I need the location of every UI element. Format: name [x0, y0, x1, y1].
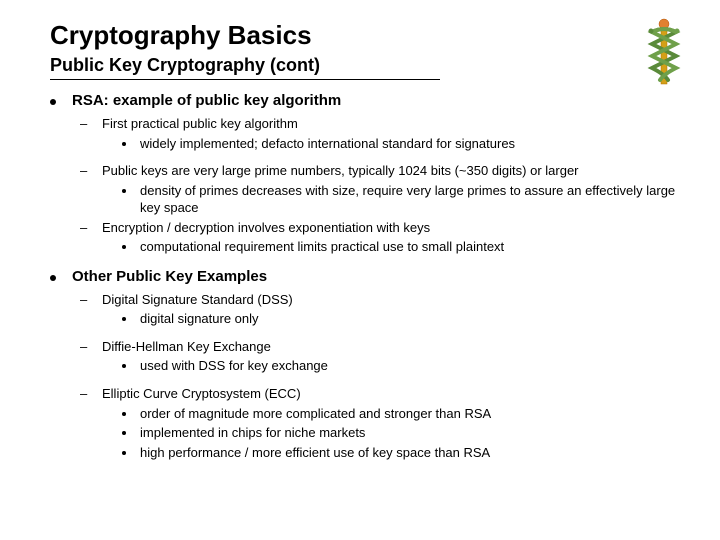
section-heading-text: Other Public Key Examples	[72, 268, 267, 285]
spacer	[50, 330, 690, 338]
list-item-text: order of magnitude more complicated and …	[140, 405, 491, 423]
bullet-disc-icon	[50, 99, 56, 105]
bullet-disc-small-icon	[122, 412, 126, 416]
list-item-level2: widely implemented; defacto internationa…	[122, 135, 690, 153]
list-item-text: computational requirement limits practic…	[140, 238, 504, 256]
list-item-level1: –Diffie-Hellman Key Exchange	[80, 338, 690, 356]
list-item-text: Encryption / decryption involves exponen…	[102, 219, 430, 237]
dash-icon: –	[80, 219, 90, 237]
slide-body: RSA: example of public key algorithm–Fir…	[50, 92, 690, 461]
list-item-level2: used with DSS for key exchange	[122, 357, 690, 375]
list-item-text: widely implemented; defacto internationa…	[140, 135, 515, 153]
list-item-text: used with DSS for key exchange	[140, 357, 328, 375]
caduceus-icon	[638, 18, 690, 90]
dash-icon: –	[80, 338, 90, 356]
bullet-disc-icon	[50, 275, 56, 281]
list-item-text: density of primes decreases with size, r…	[140, 182, 690, 217]
list-item-text: Digital Signature Standard (DSS)	[102, 291, 293, 309]
list-item-level1: –First practical public key algorithm	[80, 115, 690, 133]
list-item-text: implemented in chips for niche markets	[140, 424, 365, 442]
list-item-text: high performance / more efficient use of…	[140, 444, 490, 462]
spacer	[50, 377, 690, 385]
list-item-level2: high performance / more efficient use of…	[122, 444, 690, 462]
bullet-disc-small-icon	[122, 364, 126, 368]
list-item-level2: computational requirement limits practic…	[122, 238, 690, 256]
section-heading-text: RSA: example of public key algorithm	[72, 92, 341, 109]
list-item-text: First practical public key algorithm	[102, 115, 298, 133]
list-item-level1: –Digital Signature Standard (DSS)	[80, 291, 690, 309]
list-item-level2: implemented in chips for niche markets	[122, 424, 690, 442]
bullet-disc-small-icon	[122, 245, 126, 249]
bullet-disc-small-icon	[122, 189, 126, 193]
list-item-level2: density of primes decreases with size, r…	[122, 182, 690, 217]
spacer	[50, 154, 690, 162]
list-item-text: Public keys are very large prime numbers…	[102, 162, 579, 180]
section: Other Public Key Examples–Digital Signat…	[50, 268, 690, 461]
list-item-level2: order of magnitude more complicated and …	[122, 405, 690, 423]
slide-subtitle: Public Key Cryptography (cont)	[50, 55, 440, 80]
section-heading: RSA: example of public key algorithm	[50, 92, 690, 109]
section: RSA: example of public key algorithm–Fir…	[50, 92, 690, 256]
list-item-level2: digital signature only	[122, 310, 690, 328]
list-item-level1: –Elliptic Curve Cryptosystem (ECC)	[80, 385, 690, 403]
section-heading: Other Public Key Examples	[50, 268, 690, 285]
dash-icon: –	[80, 385, 90, 403]
dash-icon: –	[80, 162, 90, 180]
bullet-disc-small-icon	[122, 142, 126, 146]
dash-icon: –	[80, 115, 90, 133]
list-item-level1: –Encryption / decryption involves expone…	[80, 219, 690, 237]
slide-title: Cryptography Basics	[50, 20, 690, 51]
bullet-disc-small-icon	[122, 451, 126, 455]
list-item-level1: –Public keys are very large prime number…	[80, 162, 690, 180]
bullet-disc-small-icon	[122, 431, 126, 435]
list-item-text: Elliptic Curve Cryptosystem (ECC)	[102, 385, 301, 403]
bullet-disc-small-icon	[122, 317, 126, 321]
list-item-text: digital signature only	[140, 310, 259, 328]
dash-icon: –	[80, 291, 90, 309]
list-item-text: Diffie-Hellman Key Exchange	[102, 338, 271, 356]
